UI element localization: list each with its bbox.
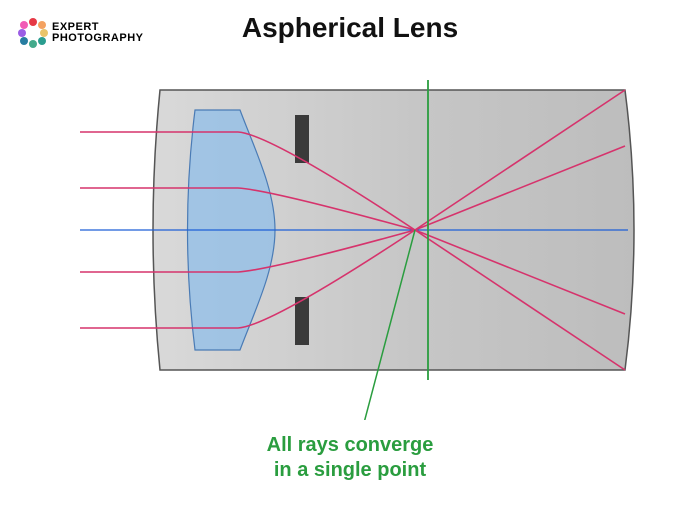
- logo: EXPERT PHOTOGRAPHY: [18, 18, 143, 48]
- aperture-bottom: [295, 297, 309, 345]
- caption: All rays converge in a single point: [267, 433, 434, 483]
- page-title: Aspherical Lens: [242, 12, 458, 44]
- logo-text: EXPERT PHOTOGRAPHY: [52, 22, 143, 44]
- logo-icon: [18, 18, 48, 48]
- caption-line1: All rays converge: [267, 433, 434, 458]
- caption-line2: in a single point: [267, 458, 434, 483]
- lens-diagram: [80, 60, 640, 420]
- logo-line2: PHOTOGRAPHY: [52, 33, 143, 44]
- aperture-top: [295, 115, 309, 163]
